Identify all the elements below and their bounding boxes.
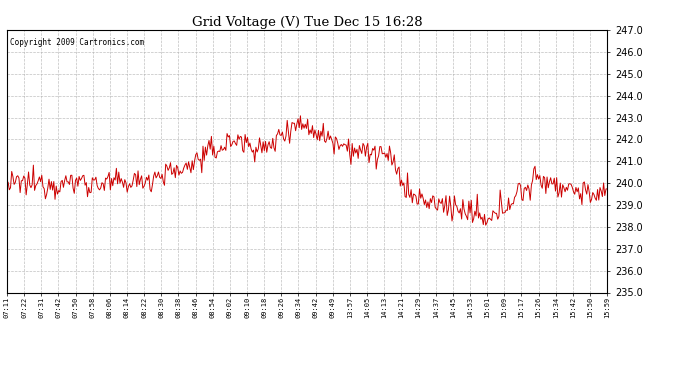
- Text: Copyright 2009 Cartronics.com: Copyright 2009 Cartronics.com: [10, 38, 144, 47]
- Title: Grid Voltage (V) Tue Dec 15 16:28: Grid Voltage (V) Tue Dec 15 16:28: [192, 16, 422, 29]
